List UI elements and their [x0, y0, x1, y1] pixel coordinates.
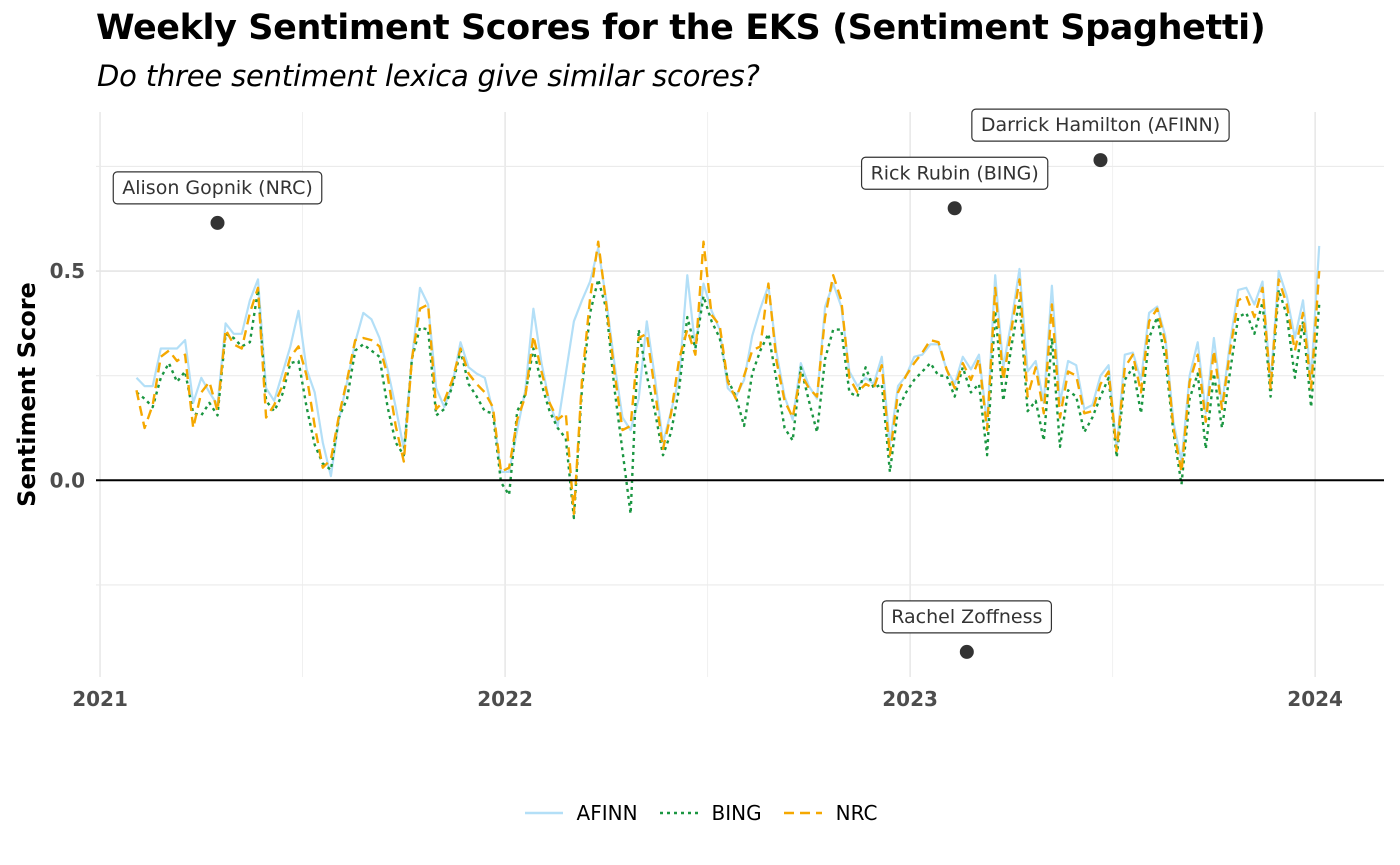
x-tick-label: 2021: [72, 687, 128, 711]
y-axis-label: Sentiment Score: [13, 282, 41, 507]
annotation-label: Alison Gopnik (NRC): [122, 177, 313, 199]
annotation-point: [1093, 153, 1108, 168]
legend-item-afinn: AFINN: [523, 801, 638, 825]
y-tick-label: 0.0: [50, 468, 85, 492]
annotation-point: [959, 644, 974, 659]
legend: AFINN BING NRC: [0, 798, 1400, 828]
annotation-point: [947, 201, 962, 216]
annotation-box: [860, 156, 1049, 190]
x-tick-label: 2023: [882, 687, 938, 711]
annotation-box: [112, 171, 323, 205]
legend-label-bing: BING: [711, 801, 762, 825]
x-tick-label: 2022: [477, 687, 533, 711]
series-line-afinn: [135, 245, 1321, 478]
legend-item-bing: BING: [658, 801, 762, 825]
annotation-box: [881, 600, 1053, 634]
legend-label-afinn: AFINN: [576, 801, 638, 825]
x-tick-label: 2024: [1287, 687, 1343, 711]
chart-subtitle: Do three sentiment lexica give similar s…: [97, 59, 760, 93]
legend-key-afinn: [523, 808, 565, 818]
legend-label-nrc: NRC: [835, 801, 878, 825]
legend-item-nrc: NRC: [782, 801, 878, 825]
chart-title: Weekly Sentiment Scores for the EKS (Sen…: [96, 8, 1266, 48]
annotation-label: Rick Rubin (BING): [871, 162, 1039, 184]
series-line-bing: [135, 278, 1321, 520]
annotation-point: [210, 215, 225, 230]
legend-key-nrc: [782, 808, 824, 818]
annotation-label: Rachel Zoffness: [891, 606, 1042, 628]
y-tick-label: 0.5: [50, 259, 85, 283]
annotation-box: [971, 108, 1230, 142]
annotation-label: Darrick Hamilton (AFINN): [981, 114, 1220, 136]
legend-key-bing: [658, 808, 700, 818]
series-line-nrc: [135, 240, 1321, 515]
